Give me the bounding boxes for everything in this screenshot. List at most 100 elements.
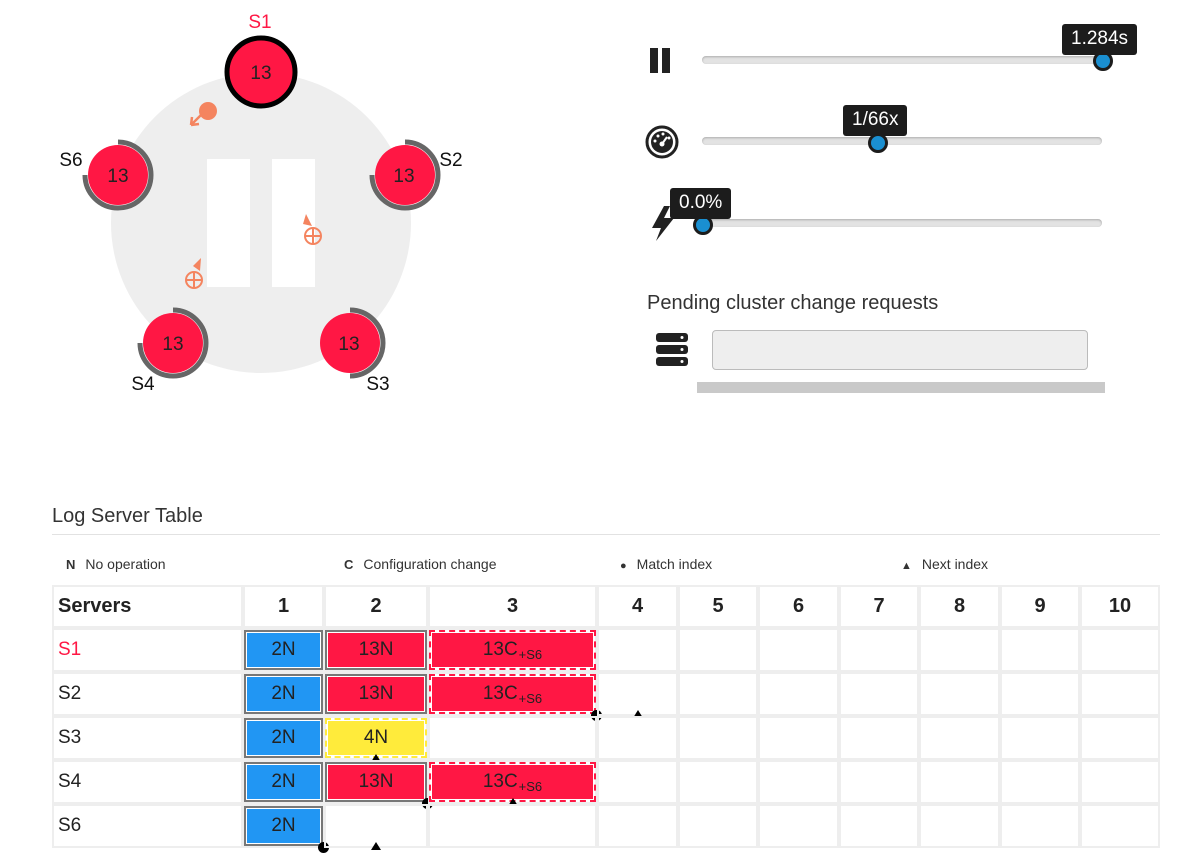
- server-label: S3: [366, 374, 389, 395]
- server-s4[interactable]: 13 S4: [131, 307, 209, 395]
- pause-icon[interactable]: [650, 48, 672, 74]
- log-cell: [597, 672, 678, 718]
- server-name: S6: [52, 804, 243, 848]
- log-cell: [919, 716, 1000, 760]
- server-s6[interactable]: 13 S6: [59, 139, 154, 211]
- server-name: S2: [52, 672, 243, 716]
- log-cell: 13C +S6: [428, 628, 597, 672]
- log-cell: 2N: [243, 760, 324, 804]
- log-entry[interactable]: 2N: [244, 762, 323, 802]
- index-header: 8: [919, 585, 1000, 628]
- log-entry[interactable]: 13N: [325, 630, 427, 670]
- log-cell: [1080, 760, 1160, 804]
- legend-match-index: ● Match index: [620, 556, 713, 572]
- log-cell: 2N: [243, 672, 324, 716]
- log-cell: [1080, 628, 1160, 672]
- server-s2[interactable]: 13 S2: [369, 139, 463, 211]
- message-reply[interactable]: [303, 214, 322, 245]
- server-s1[interactable]: 13 S1: [224, 12, 298, 109]
- server-label: S2: [439, 150, 462, 171]
- index-header: 3: [428, 585, 597, 628]
- log-entry[interactable]: 13C +S6: [429, 630, 596, 670]
- server-term: 13: [393, 166, 414, 187]
- log-cell: [758, 672, 839, 716]
- divider: [52, 534, 1160, 535]
- log-entry[interactable]: 13N: [325, 762, 427, 802]
- next-index-marker: [632, 710, 643, 718]
- lightning-icon: [652, 206, 674, 241]
- server-term: 13: [250, 63, 271, 84]
- message-reply[interactable]: [185, 258, 203, 289]
- legend-no-operation: N No operation: [66, 556, 166, 572]
- next-index-marker: [507, 798, 518, 806]
- log-cell: [597, 716, 678, 760]
- table-header-row: Servers 1 2 3 4 5 6 7 8 9 10: [52, 585, 1160, 628]
- log-entry[interactable]: 13N: [325, 674, 427, 714]
- log-entry[interactable]: 2N: [244, 806, 323, 846]
- next-index-marker: [371, 842, 381, 850]
- log-entry[interactable]: 2N: [244, 674, 323, 714]
- log-table-title: Log Server Table: [52, 505, 203, 527]
- log-cell: [1080, 804, 1160, 848]
- log-cell: 13N: [324, 672, 428, 716]
- time-slider[interactable]: [702, 56, 1102, 64]
- index-header: 2: [324, 585, 428, 628]
- log-cell: [919, 760, 1000, 804]
- log-cell: [1000, 628, 1080, 672]
- table-row: S3 2N 4N: [52, 716, 1160, 762]
- legend-config-change: C Configuration change: [344, 556, 497, 572]
- log-cell: [678, 628, 758, 672]
- server-label: S6: [59, 150, 82, 171]
- log-cell: [839, 628, 919, 672]
- log-cell: 2N: [243, 716, 324, 760]
- index-header: 5: [678, 585, 758, 628]
- log-cell: 13C +S6: [428, 760, 597, 806]
- log-cell: [678, 804, 758, 848]
- server-name: S1: [52, 628, 243, 672]
- pending-requests-input[interactable]: [712, 330, 1088, 370]
- index-header: 4: [597, 585, 678, 628]
- speed-slider-thumb[interactable]: [868, 133, 888, 153]
- servers-header: Servers: [52, 585, 243, 628]
- log-cell: [919, 672, 1000, 716]
- server-label: S4: [131, 374, 155, 395]
- log-cell: [1000, 716, 1080, 760]
- log-cell: [839, 760, 919, 804]
- table-row: S4 2N 13N 13C +S6: [52, 760, 1160, 809]
- log-cell: [678, 672, 758, 716]
- message-request[interactable]: [189, 102, 217, 127]
- log-cell: [839, 804, 919, 848]
- log-entry[interactable]: 13C +S6: [429, 762, 596, 802]
- log-cell: [1080, 716, 1160, 760]
- log-cell: [758, 760, 839, 804]
- log-server-table: Servers 1 2 3 4 5 6 7 8 9 10 S1 2N 13N 13C +…: [52, 585, 1160, 853]
- log-entry[interactable]: 4N: [325, 718, 427, 758]
- match-index-marker: [318, 842, 329, 853]
- log-cell: [1000, 760, 1080, 804]
- log-cell: [324, 804, 428, 850]
- log-cell: [597, 760, 678, 804]
- match-index-marker: [422, 798, 433, 809]
- failure-slider[interactable]: [702, 219, 1102, 227]
- cluster-ring: [111, 73, 411, 373]
- table-row: S6 2N: [52, 804, 1160, 853]
- match-index-marker: [591, 710, 602, 721]
- server-s3[interactable]: 13 S3: [320, 307, 390, 395]
- log-cell: 2N: [243, 804, 329, 853]
- log-cell: [919, 628, 1000, 672]
- log-cell: [839, 672, 919, 716]
- log-cell: 13C +S6: [428, 672, 602, 721]
- index-header: 9: [1000, 585, 1080, 628]
- index-header: 1: [243, 585, 324, 628]
- speed-slider[interactable]: [702, 137, 1102, 145]
- log-entry[interactable]: 13C +S6: [429, 674, 596, 714]
- log-cell: 2N: [243, 628, 324, 672]
- log-entry[interactable]: 2N: [244, 630, 323, 670]
- log-cell: 13N: [324, 760, 433, 809]
- log-cell: [758, 804, 839, 848]
- log-cell: [678, 716, 758, 760]
- server-term: 13: [338, 334, 359, 355]
- log-cell: [1000, 804, 1080, 848]
- log-cell: 13N: [324, 628, 428, 672]
- log-entry[interactable]: 2N: [244, 718, 323, 758]
